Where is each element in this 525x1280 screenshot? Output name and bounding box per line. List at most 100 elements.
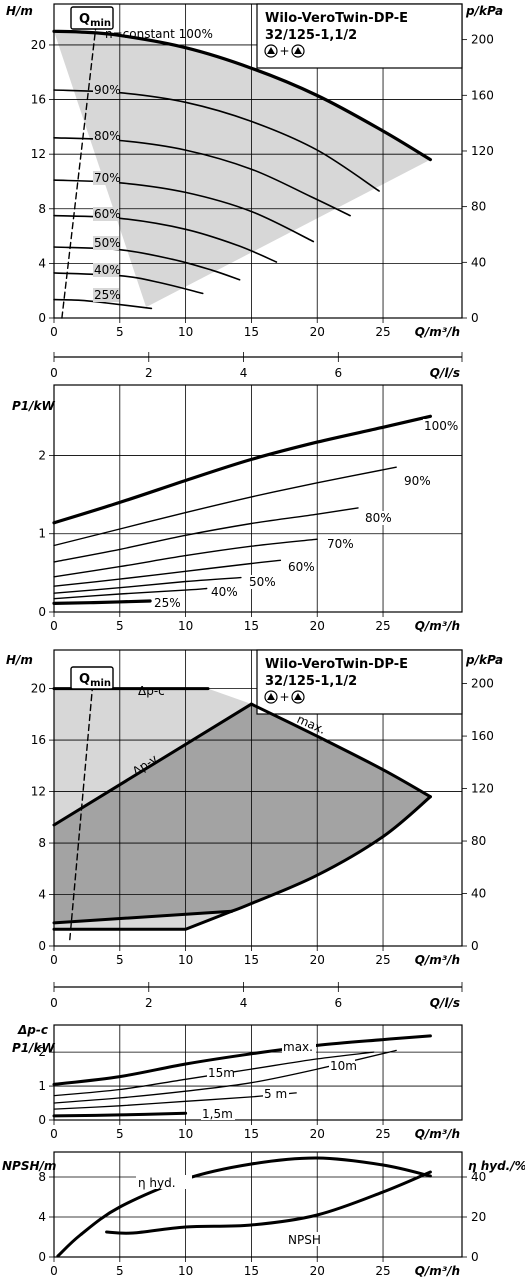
power-mode-curve-15m <box>52 1111 188 1118</box>
x-tick-label: 15 <box>244 953 259 967</box>
y-tick-label: 1 <box>38 527 46 541</box>
speed-curve-25 <box>53 298 153 310</box>
max-curve <box>249 702 432 799</box>
plus-sign: + <box>279 690 289 704</box>
curve-label: 80% <box>94 129 121 143</box>
y-tick-label: 0 <box>38 939 46 953</box>
y-tick-label: 16 <box>31 93 46 107</box>
label-bg <box>201 1107 235 1120</box>
product-name: Wilo-VeroTwin-DP-E <box>265 657 408 672</box>
product-info-box <box>256 649 463 715</box>
qmin-label: Qmin <box>79 672 111 689</box>
ls-axis-title: Q/l/s <box>430 996 460 1010</box>
x-tick-label: 5 <box>116 953 124 967</box>
y-tick-label: 0 <box>38 1250 46 1264</box>
curve-label: 25% <box>94 288 121 302</box>
min-curve <box>230 795 432 913</box>
y-tick-label: 8 <box>38 836 46 850</box>
label-bg <box>93 83 119 97</box>
curve-label: 70% <box>94 171 121 185</box>
label-bg <box>423 419 457 433</box>
x-tick-label: 25 <box>375 1264 390 1278</box>
label-bg <box>93 288 119 302</box>
y2-axis-title: p/kPa <box>465 4 503 18</box>
x-tick-label: 25 <box>375 325 390 339</box>
label-bg <box>93 129 119 143</box>
dp-c-bottom-line <box>52 909 234 931</box>
power-curve-70 <box>53 538 318 578</box>
product-info-box <box>256 3 463 69</box>
power-curve-label: 25% <box>154 596 181 610</box>
label-bg <box>93 171 119 185</box>
speed-curve-40 <box>53 272 204 295</box>
ls-axis-title: Q/l/s <box>430 366 460 380</box>
pump-triangle-icon <box>294 47 302 54</box>
x-tick-label: 10 <box>178 1127 193 1141</box>
y-tick-label: 20 <box>31 682 46 696</box>
y2-tick-label: 40 <box>471 1170 486 1184</box>
power-curve-40 <box>53 587 208 600</box>
label-bg <box>286 1232 334 1246</box>
curve-label: 60% <box>94 207 121 221</box>
label-bg <box>326 537 352 551</box>
qmin-box <box>70 6 114 30</box>
label-bg <box>403 474 429 488</box>
y2-tick-label: 40 <box>471 255 486 269</box>
y2-axis-title: p/kPa <box>465 653 503 667</box>
y-tick-label: 2 <box>38 448 46 462</box>
y-tick-label: 0 <box>38 605 46 619</box>
pump-triangle-icon <box>267 693 275 700</box>
y2-tick-label: 0 <box>471 311 479 325</box>
x-tick-label: 20 <box>310 325 325 339</box>
speed-curve-nconstant100 <box>52 29 432 162</box>
x-tick-label: 0 <box>50 1264 58 1278</box>
y2-tick-label: 160 <box>471 88 494 102</box>
ls-tick-label: 4 <box>240 996 248 1010</box>
qmin-box <box>70 666 114 690</box>
y2-tick-label: 80 <box>471 834 486 848</box>
product-name: Wilo-VeroTwin-DP-E <box>265 11 408 26</box>
dp-v-area <box>54 704 431 923</box>
dp-c-label: Δp-c <box>138 684 165 698</box>
x-tick-label: 25 <box>375 619 390 633</box>
y2-tick-label: 120 <box>471 782 494 796</box>
x-tick-label: 0 <box>50 953 58 967</box>
y-tick-label: 12 <box>31 147 46 161</box>
dp-v-lower-line <box>52 909 234 925</box>
efficiency-label: η hyd. <box>138 1176 176 1190</box>
npsh-curve <box>105 1170 432 1235</box>
x-tick-label: 20 <box>310 953 325 967</box>
power-curve-25 <box>52 599 152 605</box>
power-curve-label: 80% <box>365 511 392 525</box>
x-tick-label: 10 <box>178 953 193 967</box>
label-bg <box>282 1040 316 1053</box>
label-bg <box>329 1059 355 1072</box>
x-tick-label: 15 <box>244 1127 259 1141</box>
y2-axis-title: η hyd./% <box>468 1159 525 1173</box>
y2-tick-label: 40 <box>471 887 486 901</box>
x-tick-label: 15 <box>244 619 259 633</box>
power-mode-label: 15m <box>208 1066 235 1080</box>
power-mode-label: 10m <box>330 1059 357 1073</box>
label-bg <box>153 596 179 610</box>
x-tick-label: 10 <box>178 325 193 339</box>
label-bg <box>207 1066 233 1079</box>
label-bg <box>263 1087 289 1100</box>
y-axis-title: P1/kW <box>12 399 56 413</box>
qmin-dashed-line <box>69 675 95 941</box>
ls-tick-label: 6 <box>335 366 343 380</box>
y-tick-label: 20 <box>31 38 46 52</box>
power-curve-label: 100% <box>424 419 458 433</box>
y2-tick-label: 0 <box>471 1250 479 1264</box>
power-curve-80 <box>53 507 359 563</box>
power-curve-label: 90% <box>404 474 431 488</box>
label-bg <box>287 560 313 574</box>
x-tick-label: 20 <box>310 619 325 633</box>
npsh-label: NPSH <box>288 1233 321 1247</box>
x-axis-title: Q/m³/h <box>415 619 460 633</box>
x-tick-label: 20 <box>310 1127 325 1141</box>
power-mode-label: 5 m <box>264 1087 287 1101</box>
ls-tick-label: 6 <box>335 996 343 1010</box>
x-tick-label: 5 <box>116 325 124 339</box>
